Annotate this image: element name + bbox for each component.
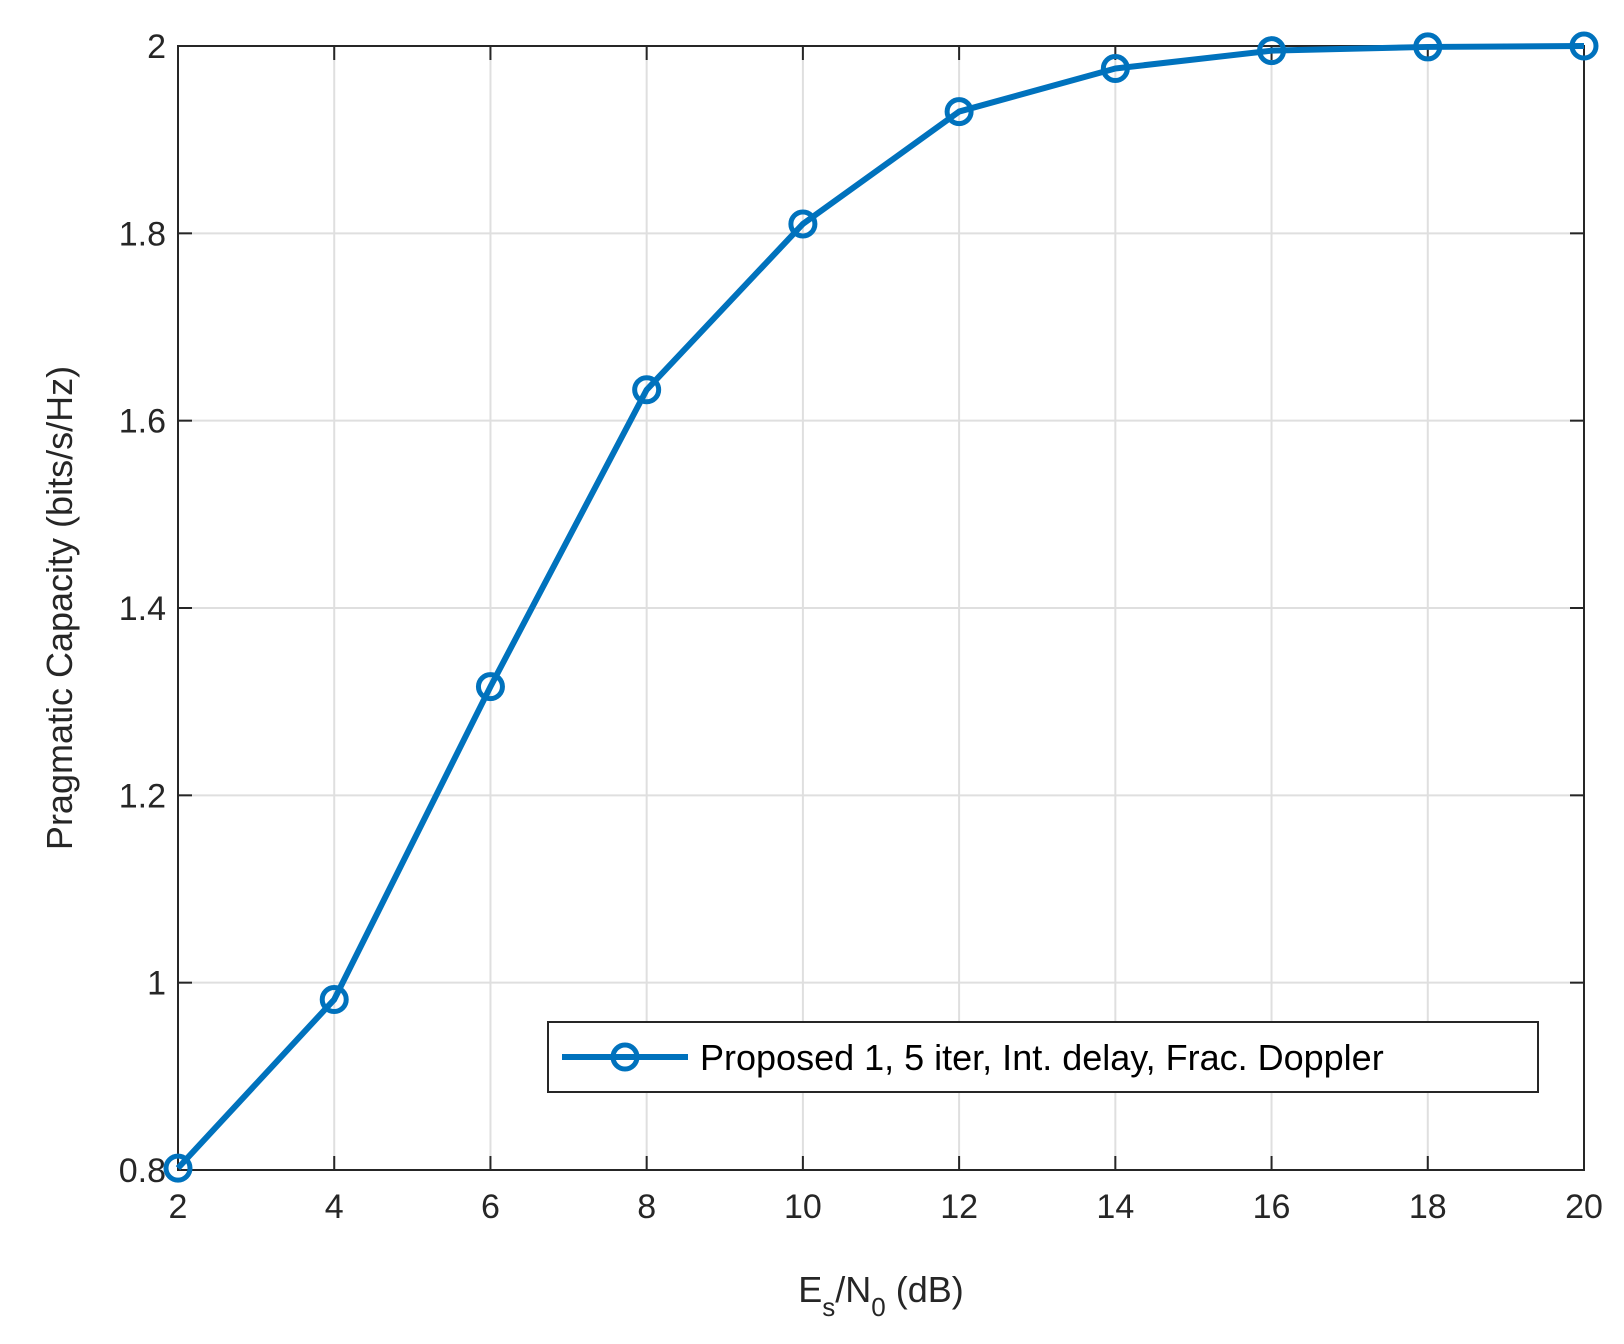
y-tick-label: 1.6 [119, 403, 166, 441]
data-point [475, 672, 505, 702]
x-tick-label: 2 [169, 1188, 188, 1226]
data-point [788, 209, 818, 239]
x-tick-label: 12 [940, 1188, 978, 1226]
y-tick-label: 1.8 [119, 215, 166, 253]
x-axis-label: Es/N0 (dB) [798, 1269, 964, 1322]
x-tick-label: 14 [1096, 1188, 1134, 1226]
grid [178, 46, 1584, 1170]
legend: Proposed 1, 5 iter, Int. delay, Frac. Do… [547, 1021, 1539, 1093]
y-axis-label: Pragmatic Capacity (bits/s/Hz) [39, 366, 80, 850]
data-point [1100, 53, 1130, 83]
data-point [1257, 36, 1287, 66]
data-point [163, 1153, 193, 1183]
y-tick-label: 2 [147, 28, 166, 66]
x-tick-label: 10 [784, 1188, 822, 1226]
data-point [632, 375, 662, 405]
y-tick-label: 1.2 [119, 777, 166, 815]
legend-marker-swatch [610, 1042, 640, 1072]
x-tick-label: 20 [1565, 1188, 1603, 1226]
y-tick-label: 1.4 [119, 590, 166, 628]
x-tick-label: 18 [1409, 1188, 1447, 1226]
y-tick-label: 1 [147, 965, 166, 1003]
series-line [175, 43, 1585, 1171]
series-layer [163, 31, 1599, 1183]
data-point [1413, 32, 1443, 62]
legend-box [547, 1021, 1539, 1093]
data-point [944, 97, 974, 127]
x-tick-label: 4 [325, 1188, 344, 1226]
y-tick-label: 0.8 [119, 1152, 166, 1190]
legend-label: Proposed 1, 5 iter, Int. delay, Frac. Do… [700, 1037, 1384, 1078]
data-point [319, 985, 349, 1015]
data-point [1569, 31, 1599, 61]
x-tick-label: 16 [1253, 1188, 1291, 1226]
x-tick-label: 8 [637, 1188, 656, 1226]
axes: 2 4 6 8 10 12 14 16 18 20 0.8 1 1.2 1.4 1.6 1.8 2 [119, 28, 1603, 1226]
x-tick-label: 6 [481, 1188, 500, 1226]
